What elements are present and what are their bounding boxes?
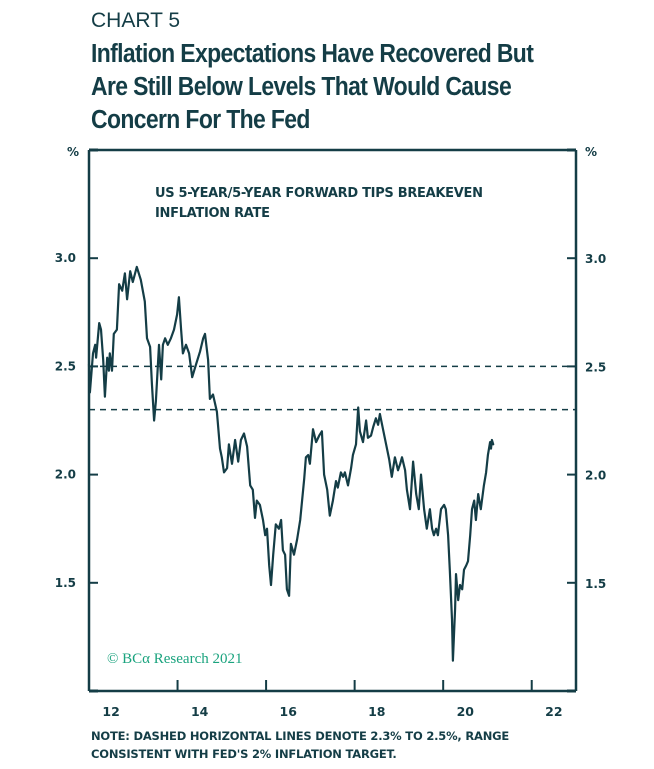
chart-title-line: Are Still Below Levels That Would Cause	[91, 73, 512, 101]
y-tick-label-right: 1.5	[585, 577, 606, 591]
note-line: CONSISTENT WITH FED'S 2% INFLATION TARGE…	[91, 747, 397, 761]
reference-lines	[89, 365, 576, 411]
y-tick-label-left: 1.5	[55, 576, 76, 590]
chart-title-line: Inflation Expectations Have Recovered Bu…	[91, 40, 534, 68]
x-tick-label: 14	[191, 704, 209, 719]
x-tick-label: 22	[545, 704, 562, 719]
chart-note: NOTE: DASHED HORIZONTAL LINES DENOTE 2.3…	[91, 727, 509, 763]
x-tick-label: 12	[102, 704, 119, 719]
series-label-line: US 5-YEAR/5-YEAR FORWARD TIPS BREAKEVEN	[155, 186, 483, 201]
chart-title-line: Concern For The Fed	[91, 106, 310, 134]
series-group	[87, 265, 495, 662]
y-tick-label-right: 2.5	[585, 360, 606, 374]
axes: 3.0 3.0 2.5 2.5 2.0 2.0 1.5 1.5 12 14 16 18 20 22	[55, 148, 606, 719]
chart-number: CHART 5	[91, 9, 181, 32]
y-tick-label-left: 2.5	[55, 359, 76, 373]
x-tick-label: 18	[368, 704, 385, 719]
series-line-breakeven	[87, 265, 495, 662]
y-tick-label-left: 3.0	[55, 251, 76, 265]
y-tick-label-right: 3.0	[585, 252, 606, 266]
x-tick-label: 20	[457, 704, 475, 719]
chart-title: Inflation Expectations Have Recovered Bu…	[91, 38, 559, 137]
series-label-line: INFLATION RATE	[155, 206, 270, 221]
y-axis-unit-left: %	[67, 145, 79, 159]
y-tick-label-left: 2.0	[55, 468, 76, 482]
x-tick-label: 16	[280, 704, 298, 719]
copyright-annotation: © BCα Research 2021	[107, 651, 242, 667]
y-axis-unit-right: %	[585, 145, 597, 159]
note-line: NOTE: DASHED HORIZONTAL LINES DENOTE 2.3…	[91, 729, 510, 743]
y-tick-label-right: 2.0	[585, 469, 606, 483]
